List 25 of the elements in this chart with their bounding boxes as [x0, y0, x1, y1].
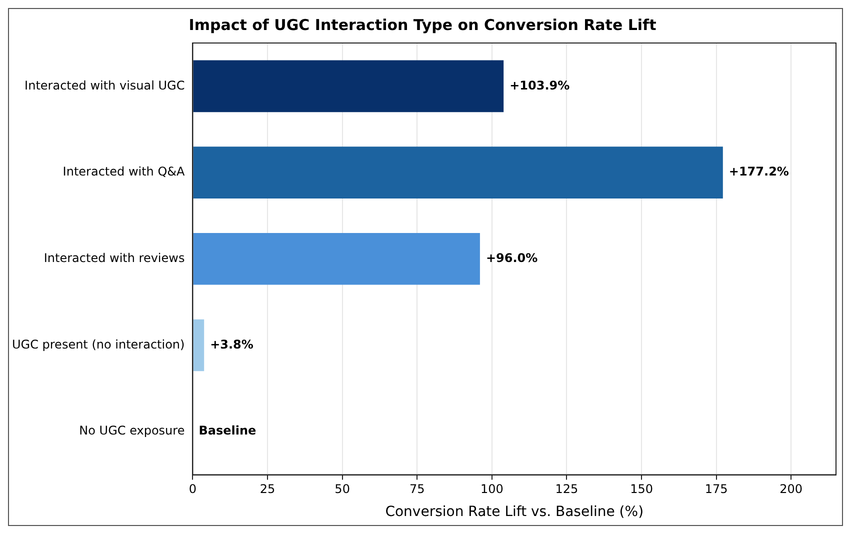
data-label: +177.2% [728, 164, 789, 179]
bar [193, 232, 480, 285]
y-tick-label: No UGC exposure [79, 424, 185, 438]
x-tick-label: 200 [780, 482, 803, 496]
y-tick-label: UGC present (no interaction) [12, 337, 185, 352]
x-tick-label: 175 [704, 482, 728, 496]
data-label: +96.0% [486, 251, 538, 266]
x-tick-label: 150 [630, 482, 653, 496]
x-axis-title: Conversion Rate Lift vs. Baseline (%) [385, 504, 644, 520]
x-tick-label: 50 [334, 482, 350, 496]
x-tick-label: 75 [409, 482, 425, 496]
bar [193, 146, 723, 198]
bar [193, 319, 204, 372]
x-tick-label: 0 [188, 482, 197, 496]
y-tick-label: Interacted with reviews [44, 251, 185, 266]
y-tick-label: Interacted with visual UGC [24, 78, 185, 92]
data-label: +103.9% [510, 78, 570, 92]
data-label: +3.8% [210, 337, 254, 352]
bar [193, 60, 504, 112]
x-tick-label: 125 [555, 482, 578, 496]
x-tick-label: 25 [260, 482, 276, 496]
x-tick-label: 100 [480, 482, 504, 496]
y-tick-label: Interacted with Q&A [62, 164, 186, 179]
data-label: Baseline [198, 424, 256, 438]
chart-title: Impact of UGC Interaction Type on Conversion Rate Lift [188, 16, 656, 34]
